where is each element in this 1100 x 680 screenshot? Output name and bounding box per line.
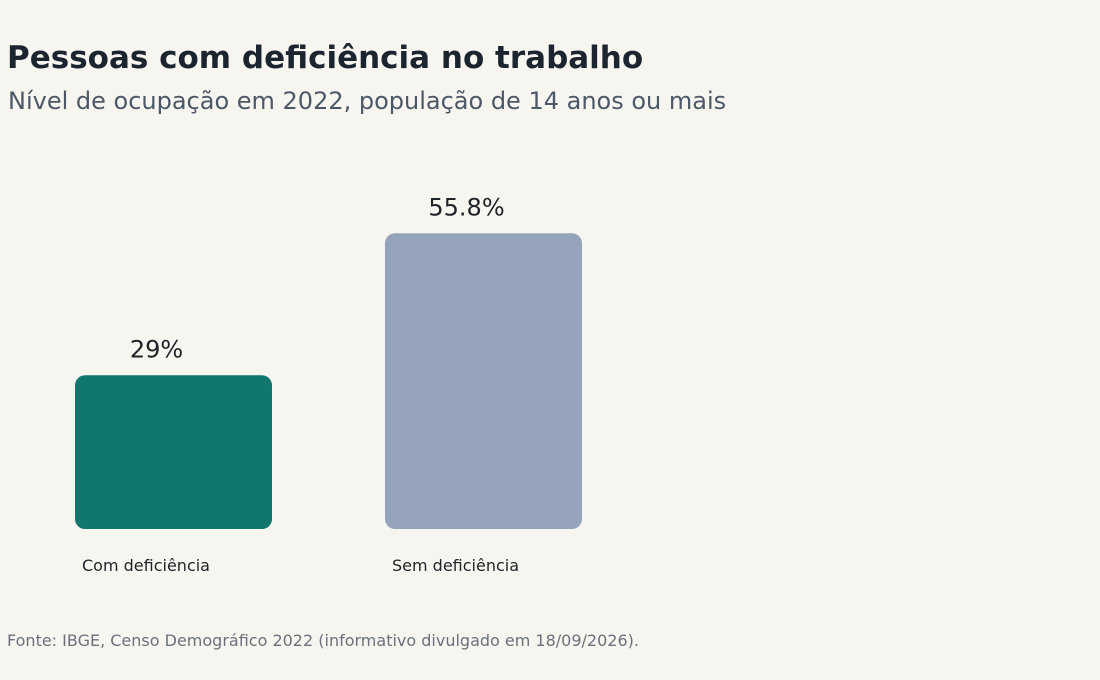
bar-2 xyxy=(385,233,582,529)
category-label-2: Sem deficiência xyxy=(392,556,519,575)
value-label-2: 55.8% xyxy=(428,193,504,221)
chart-title: Pessoas com deficiência no trabalho xyxy=(7,40,644,76)
source-note: Fonte: IBGE, Censo Demográfico 2022 (inf… xyxy=(7,631,639,650)
value-label-1: 29% xyxy=(130,335,183,363)
category-label-1: Com deficiência xyxy=(82,556,210,575)
bar-1 xyxy=(75,375,272,529)
chart-subtitle: Nível de ocupação em 2022, população de … xyxy=(8,87,727,115)
